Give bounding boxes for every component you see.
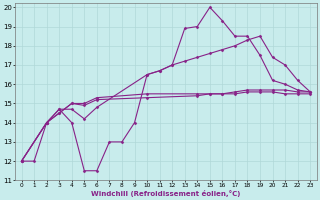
X-axis label: Windchill (Refroidissement éolien,°C): Windchill (Refroidissement éolien,°C) (91, 190, 241, 197)
